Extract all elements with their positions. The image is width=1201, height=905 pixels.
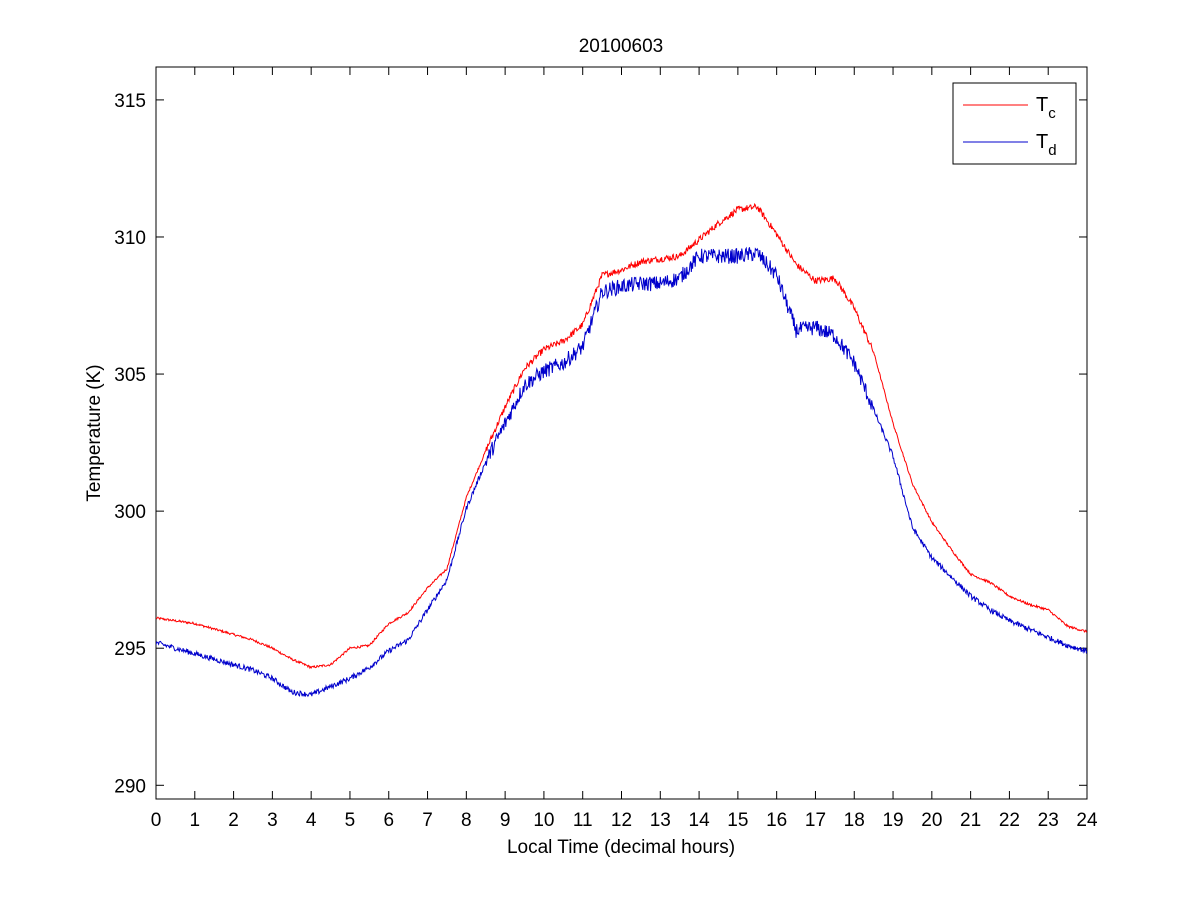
y-tick-label: 295: [114, 639, 146, 660]
x-tick-label: 10: [533, 810, 554, 831]
chart-title: 20100603: [579, 36, 664, 57]
series-line-Tc: [156, 202, 1087, 670]
x-tick-label: 14: [689, 810, 711, 831]
legend: Tc Td: [952, 82, 1077, 165]
x-tick-label: 17: [805, 810, 826, 831]
legend-label-Tc: Tc: [1036, 94, 1056, 122]
legend-label-Td: Td: [1036, 131, 1057, 159]
x-tick-label: 24: [1076, 810, 1098, 831]
y-tick-label: 305: [114, 365, 146, 386]
x-tick-label: 18: [844, 810, 865, 831]
x-tick-label: 7: [422, 810, 433, 831]
x-tick-label: 8: [461, 810, 472, 831]
x-tick-label: 2: [228, 810, 239, 831]
x-tick-label: 23: [1038, 810, 1059, 831]
x-tick-label: 6: [383, 810, 394, 831]
x-tick-label: 19: [882, 810, 903, 831]
x-tick-label: 5: [345, 810, 356, 831]
x-tick-label: 13: [650, 810, 671, 831]
y-tick-label: 310: [114, 228, 146, 249]
y-axis-label: Temperature (K): [84, 364, 105, 501]
x-tick-label: 9: [500, 810, 511, 831]
x-tick-label: 12: [611, 810, 632, 831]
x-tick-label: 22: [999, 810, 1020, 831]
y-tick-label: 315: [114, 91, 146, 112]
legend-box: [952, 82, 1077, 165]
x-tick-label: 20: [921, 810, 942, 831]
x-tick-label: 21: [960, 810, 981, 831]
x-axis-label: Local Time (decimal hours): [507, 837, 735, 858]
x-tick-label: 16: [766, 810, 787, 831]
x-tick-label: 4: [306, 810, 317, 831]
plot-area: 0 1 2 3 4 5 6 7 8 9 10 11 12 13 14 15 16 17 18 19 20 21 22 23 24…: [114, 66, 1098, 831]
series-line-Td: [156, 246, 1087, 698]
x-tick-label: 15: [727, 810, 748, 831]
x-tick-label: 11: [573, 810, 593, 831]
y-tick-label: 300: [114, 502, 146, 523]
x-tick-label: 1: [190, 810, 201, 831]
x-tick-label: 3: [267, 810, 278, 831]
y-tick-label: 290: [114, 776, 146, 797]
x-tick-label: 0: [151, 810, 162, 831]
